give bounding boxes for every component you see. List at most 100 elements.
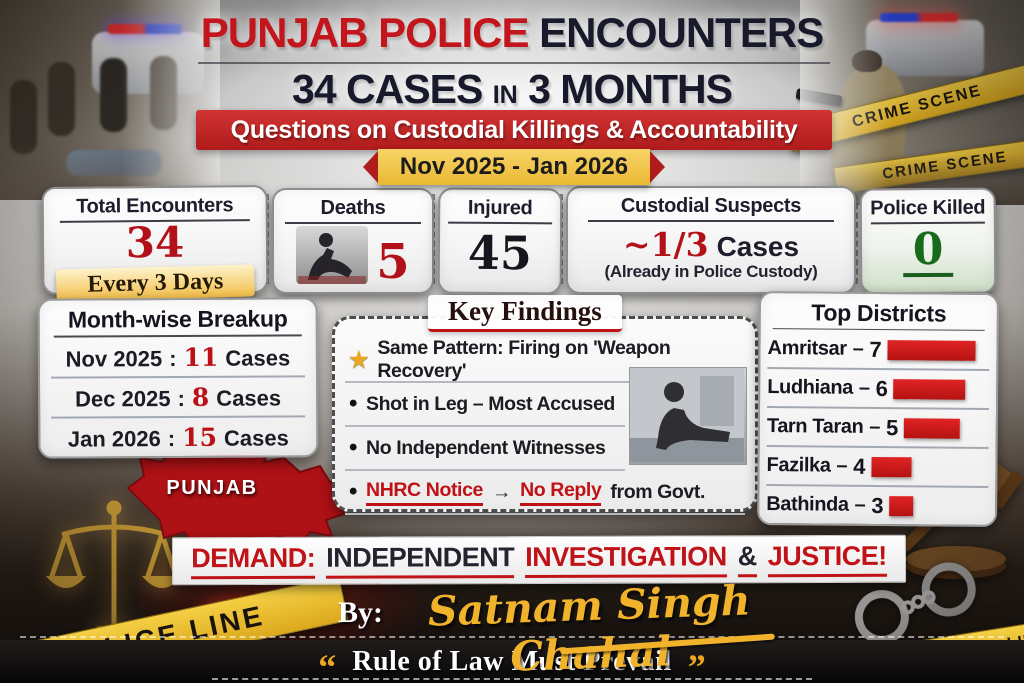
stat-label: Total Encounters [76,194,234,218]
person-silhouette-icon [630,368,744,462]
district-bar [903,417,960,439]
finding-row: • No Independent Witnesses [345,427,625,471]
month-row: Dec 2025 : 8 Cases [51,377,306,419]
crime-scene-tape-text: CRIME SCENE [881,148,1009,183]
key-findings-panel: ★ Same Pattern: Firing on 'Weapon Recove… [332,316,758,515]
top-districts-panel: Top Districts Amritsar – 7 Ludhiana – 6 … [756,290,1000,528]
stat-value-suffix: Cases [716,231,800,262]
subtitle-count: 34 CASES IN 3 MONTHS [0,66,1024,113]
district-bar [893,378,966,400]
demand-word: DEMAND: [191,542,316,580]
count-months: 3 MONTHS [528,66,733,112]
stat-value: 0 [902,224,954,278]
seated-detainee-photo [629,367,747,465]
panel-title: Month-wise Breakup [67,305,288,333]
district-row: Tarn Taran – 5 [766,408,989,449]
every-3-days-ribbon: Every 3 Days [55,264,255,302]
stat-card-custodial-suspects: Custodial Suspects ~1/3 Cases (Already i… [566,186,856,294]
district-value: 3 [871,492,884,518]
byline-prefix: By: [338,596,383,629]
district-bar [887,339,976,361]
district-row: Fazilka – 4 [766,447,989,488]
month-row: Jan 2026 : 15 Cases [51,417,305,456]
stat-label: Injured [467,196,533,220]
finding-text-noreply: No Reply [520,479,602,506]
stat-label: Police Killed [870,196,986,220]
date-range-ribbon: Nov 2025 - Jan 2026 [363,149,665,185]
stat-note: (Already in Police Custody) [604,262,818,281]
district-row: Amritsar – 7 [767,330,990,371]
district-name: Amritsar [767,337,847,360]
panel-title: Top Districts [811,299,947,327]
stat-label: Custodial Suspects [620,195,802,217]
question-banner: Questions on Custodial Killings & Accoun… [196,110,832,150]
demand-word: & [737,541,757,578]
demand-word: INVESTIGATION [525,541,727,579]
separator: : [169,346,177,372]
title-divider [198,62,830,64]
separator: : [177,385,185,412]
demand-word: JUSTICE! [767,540,887,578]
district-row: Bathinda – 3 [766,486,988,525]
stat-label: Deaths [320,197,386,219]
month-cases: 15 [182,422,218,452]
district-row: Ludhiana – 6 [767,369,990,410]
main-title: PUNJAB POLICE ENCOUNTERS [0,9,1024,56]
finding-text-nhrc: NHRC Notice [366,479,483,506]
question-banner-text: Questions on Custodial Killings & Accoun… [230,115,798,144]
finding-text: from Govt. [610,480,705,503]
unit-label: Cases [223,425,289,451]
unit-label: Cases [225,345,291,371]
crime-scene-tape: CRIME SCENE [833,136,1024,195]
month-row: Nov 2025 : 11 Cases [50,337,305,379]
district-value: 6 [875,375,888,401]
month-breakup-panel: Month-wise Breakup Nov 2025 : 11 Cases D… [37,297,319,459]
month-cases: 11 [183,342,219,372]
stat-value: ~1/3 [622,225,709,264]
key-findings-title: Key Findings [428,295,622,332]
month-name: Nov 2025 [65,346,163,372]
separator: – [858,376,870,399]
separator: – [869,415,881,439]
star-icon: ★ [349,347,369,372]
stat-divider [588,220,834,222]
main-title-red: PUNJAB POLICE [200,9,530,56]
district-bar [870,456,912,477]
finding-row: • NHRC Notice → No Reply from Govt. [345,471,745,515]
stat-value: 34 [125,217,185,268]
district-bar [889,495,914,516]
person-silhouette-icon [298,233,367,284]
stat-divider [285,222,421,224]
separator: – [836,454,848,477]
crime-scene-investigator-photo [296,226,369,284]
district-value: 5 [885,414,899,440]
demand-word: INDEPENDENT [326,542,515,579]
stat-card-injured: Injured 45 [437,187,563,295]
district-name: Bathinda [766,493,849,516]
separator: – [854,493,866,516]
date-range-text: Nov 2025 - Jan 2026 [399,153,629,180]
finding-text: No Independent Witnesses [366,436,606,459]
month-name: Jan 2026 [67,426,161,452]
month-cases: 8 [191,382,210,412]
separator: – [852,337,864,360]
count-cases: 34 CASES [292,66,483,112]
byline-author-name: Satnam Singh Chahal [427,576,752,681]
stat-card-total-encounters: Total Encounters 34 Every 3 Days [41,185,269,302]
stat-card-deaths: Deaths 5 [272,188,434,294]
district-value: 4 [853,453,866,479]
district-name: Tarn Taran [766,415,864,438]
district-name: Ludhiana [767,376,854,399]
stat-card-police-killed: Police Killed 0 [859,187,997,295]
stat-divider [448,221,552,225]
arrow-icon: → [491,480,512,503]
stat-value: 45 [467,225,533,281]
stat-value: 5 [376,233,410,290]
district-name: Fazilka [766,454,831,477]
detained-person-figure [66,150,162,176]
count-in: IN [492,81,518,109]
punjab-map-label: PUNJAB [166,477,258,499]
district-value: 7 [869,336,882,362]
separator: : [167,426,176,452]
